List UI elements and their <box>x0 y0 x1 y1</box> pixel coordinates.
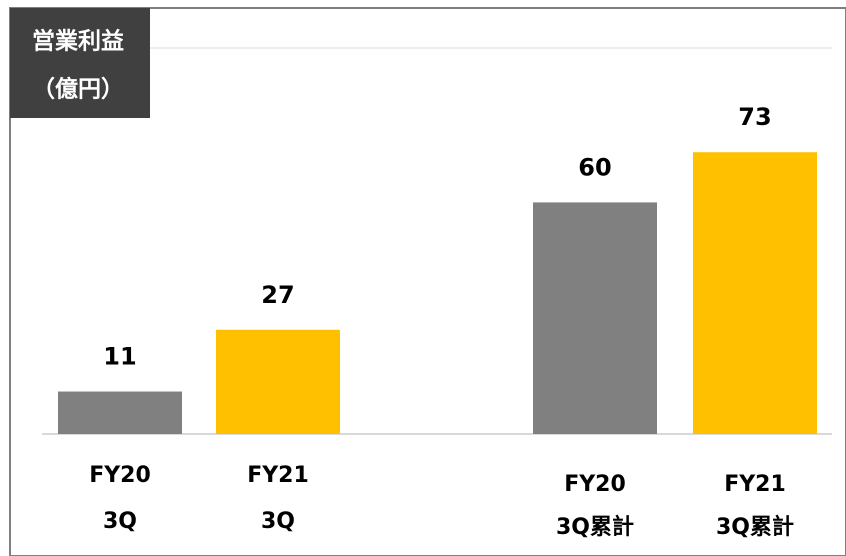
y-label: 営業利益 <box>32 28 124 55</box>
value-label: 11 <box>103 343 136 371</box>
bar <box>693 152 817 434</box>
bar <box>58 391 182 434</box>
x-tick-label: FY20 <box>89 463 151 488</box>
x-tick-label: FY20 <box>564 472 626 497</box>
x-tick-label: 3Q <box>103 509 137 534</box>
bar <box>533 202 657 434</box>
value-label: 60 <box>578 153 611 181</box>
y-label: （億円） <box>32 76 124 103</box>
value-label: 27 <box>261 281 294 309</box>
x-tick-label: FY21 <box>724 472 786 497</box>
x-tick-label: 3Q累計 <box>556 514 634 540</box>
frame <box>9 7 846 556</box>
x-tick-label: 3Q <box>261 509 295 534</box>
bar <box>216 329 340 434</box>
x-tick-label: 3Q累計 <box>716 514 794 540</box>
y-label-box <box>10 8 150 118</box>
value-label: 73 <box>738 103 771 131</box>
x-tick-label: FY21 <box>247 463 309 488</box>
